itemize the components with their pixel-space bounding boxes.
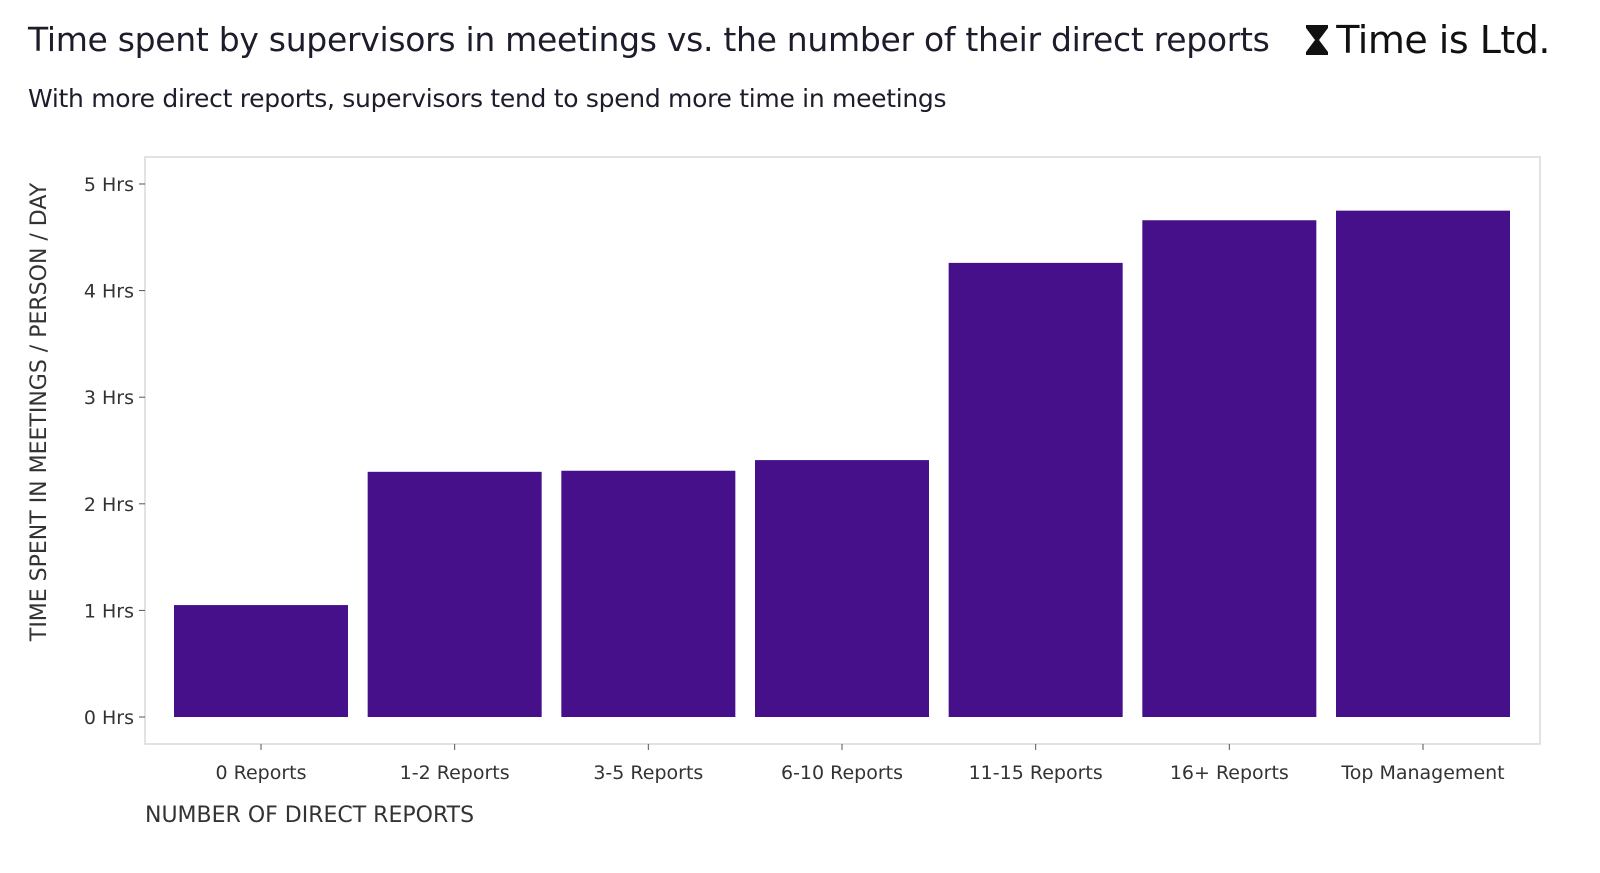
brand-name: Time is Ltd. (1336, 18, 1550, 62)
x-tick-label: 11-15 Reports (969, 762, 1103, 784)
x-tick-label: 3-5 Reports (593, 762, 703, 784)
brand-logo: Time is Ltd. (1306, 18, 1550, 62)
bar (561, 470, 736, 717)
page-subtitle: With more direct reports, supervisors te… (28, 84, 947, 113)
bar (948, 262, 1123, 717)
x-tick-label: Top Management (1340, 762, 1504, 784)
y-tick-label: 1 Hrs (84, 600, 134, 622)
x-tick-label: 1-2 Reports (400, 762, 510, 784)
bar (1336, 210, 1510, 717)
y-tick-label: 5 Hrs (84, 174, 134, 196)
bar (755, 460, 929, 717)
y-axis-title: TIME SPENT IN MEETINGS / PERSON / DAY (27, 182, 52, 642)
y-tick-label: 4 Hrs (84, 281, 134, 303)
x-tick-label: 16+ Reports (1170, 762, 1289, 784)
bar (367, 471, 542, 717)
y-tick-label: 2 Hrs (84, 494, 134, 516)
x-axis-title: NUMBER OF DIRECT REPORTS (145, 803, 474, 828)
hourglass-icon (1306, 25, 1329, 55)
x-tick-label: 6-10 Reports (781, 762, 903, 784)
bar (1142, 220, 1317, 717)
x-tick-label: 0 Reports (215, 762, 306, 784)
bar (174, 605, 348, 717)
y-tick-label: 0 Hrs (84, 707, 134, 729)
y-tick-label: 3 Hrs (84, 387, 134, 409)
page-title: Time spent by supervisors in meetings vs… (28, 20, 1270, 59)
